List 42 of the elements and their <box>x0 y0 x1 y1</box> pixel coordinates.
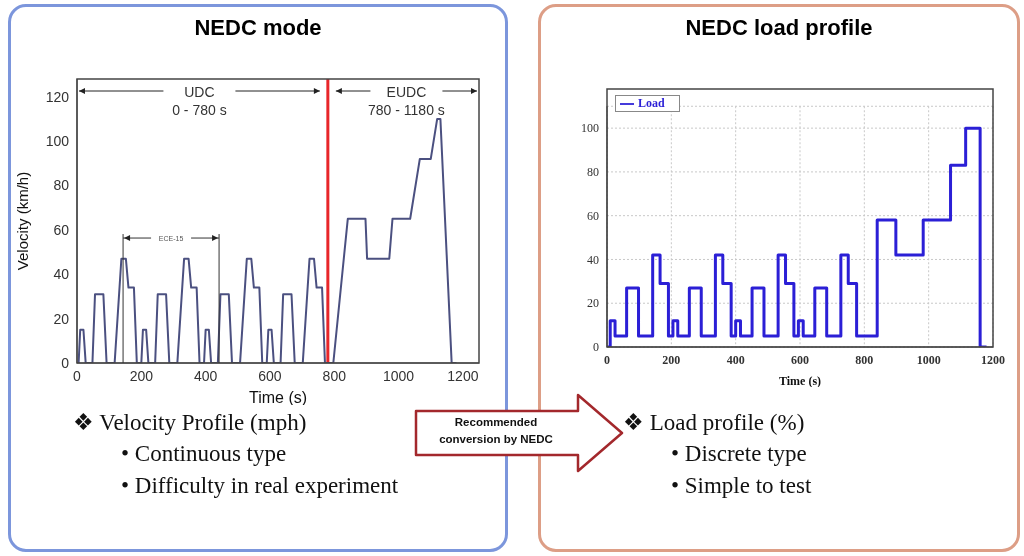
x-tick-label: 0 <box>604 352 610 367</box>
y-tick-label: 40 <box>53 266 70 283</box>
x-tick-label: 400 <box>726 352 745 367</box>
legend-label: Load <box>638 96 665 110</box>
y-tick-label: 60 <box>587 208 599 223</box>
y-tick-label: 20 <box>53 310 70 327</box>
annotation: 780 - 1180 s <box>368 102 445 118</box>
x-tick-label: 800 <box>322 367 347 384</box>
text: Recommended conversion by NEDC <box>438 415 554 447</box>
y-tick-label: 120 <box>45 88 70 105</box>
text: ❖ Load profile (%) <box>623 409 805 436</box>
x-tick-label: 400 <box>193 367 218 384</box>
chart-title: NEDC load profile <box>684 15 874 41</box>
y-tick-label: 100 <box>45 133 70 150</box>
x-tick-label: 1000 <box>383 367 415 384</box>
y-tick-label: 40 <box>587 252 599 267</box>
annotation: 0 - 780 s <box>172 102 227 118</box>
y-tick-label: 100 <box>581 121 599 136</box>
text: • Continuous type <box>121 441 287 467</box>
annotation: EUDC <box>386 84 427 100</box>
x-tick-label: 0 <box>73 367 82 384</box>
x-tick-label: 1200 <box>447 367 479 384</box>
y-tick-label: 20 <box>587 296 599 311</box>
y-axis-title: Velocity (km/h) <box>14 171 32 271</box>
x-tick-label: 600 <box>791 352 809 367</box>
chart-title: NEDC mode <box>193 15 323 41</box>
text: • Simple to test <box>671 473 812 499</box>
x-tick-label: 200 <box>129 367 154 384</box>
y-tick-label: 80 <box>587 165 599 180</box>
x-tick-label: 600 <box>258 367 282 384</box>
x-tick-label: 800 <box>855 352 874 367</box>
text: • Discrete type <box>671 441 807 467</box>
y-tick-label: 0 <box>593 340 599 355</box>
x-tick-label: 200 <box>662 352 681 367</box>
y-tick-label: 80 <box>53 177 70 194</box>
x-tick-label: 1000 <box>916 352 941 367</box>
text: ❖ Velocity Profile (mph) <box>73 409 307 436</box>
x-tick-label: 1200 <box>981 352 1005 367</box>
text: • Difficulty in real experiment <box>121 473 399 499</box>
x-axis-title: Time (s) <box>778 374 822 388</box>
annotation: UDC <box>184 84 215 100</box>
y-tick-label: 60 <box>53 221 70 238</box>
